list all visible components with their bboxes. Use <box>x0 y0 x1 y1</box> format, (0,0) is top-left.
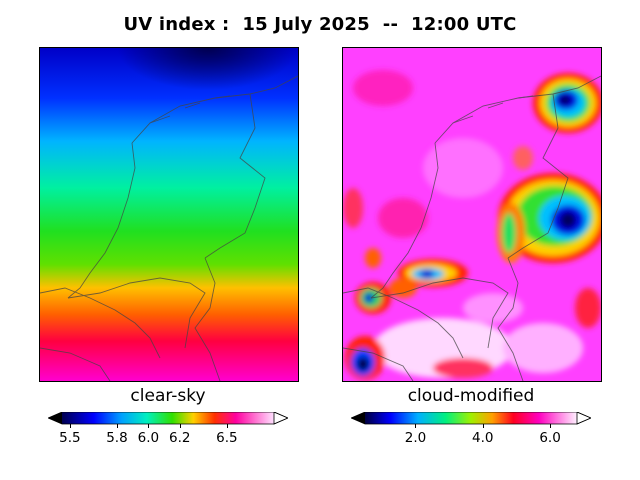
cloud-modified-colorbar-tick-mark <box>550 424 552 428</box>
clear-sky-colorbar: 5.5 5.8 6.0 6.2 6.5 <box>46 411 290 446</box>
clear-sky-colorbar-tick-label: 5.5 <box>59 430 81 446</box>
clear-sky-colorbar-tick-label: 6.2 <box>169 430 191 446</box>
cloud-features <box>343 70 601 380</box>
clear-sky-colorbar-tick-mark <box>226 424 228 428</box>
clear-sky-colorbar-tick-mark <box>148 424 150 428</box>
clear-sky-colorbar-scale <box>46 411 290 425</box>
clear-sky-colorbar-tick-label: 6.0 <box>137 430 160 446</box>
clear-sky-map <box>39 47 299 382</box>
cloud-modified-colorbar: 2.0 4.0 6.0 <box>349 411 593 446</box>
cloud-modified-colorbar-tick-label: 6.0 <box>539 430 561 446</box>
cloud-modified-label: cloud-modified <box>407 386 535 406</box>
cloud-modified-colorbar-tick-label: 4.0 <box>472 430 494 446</box>
cloud-modified-colorbar-tick-mark <box>482 424 484 428</box>
clear-sky-colorbar-tick-mark <box>179 424 181 428</box>
cloud-modified-colorbar-scale <box>349 411 593 425</box>
clear-sky-label: clear-sky <box>130 386 206 406</box>
figure-title: UV index : 15 July 2025 -- 12:00 UTC <box>123 14 517 35</box>
cloud-modified-colorbar-tick-label: 2.0 <box>404 430 427 446</box>
coastline-outline <box>343 75 601 381</box>
cloud-modified-field <box>343 48 601 381</box>
clear-sky-colorbar-tick-label: 6.5 <box>216 430 238 446</box>
clear-sky-colorbar-tick-label: 5.8 <box>106 430 128 446</box>
coastline-outline <box>40 75 298 381</box>
cloud-modified-map <box>342 47 602 382</box>
clear-sky-field <box>40 48 298 381</box>
clear-sky-colorbar-tick-mark <box>69 424 71 428</box>
cloud-modified-colorbar-tick-mark <box>415 424 417 428</box>
clear-sky-colorbar-tick-mark <box>116 424 118 428</box>
